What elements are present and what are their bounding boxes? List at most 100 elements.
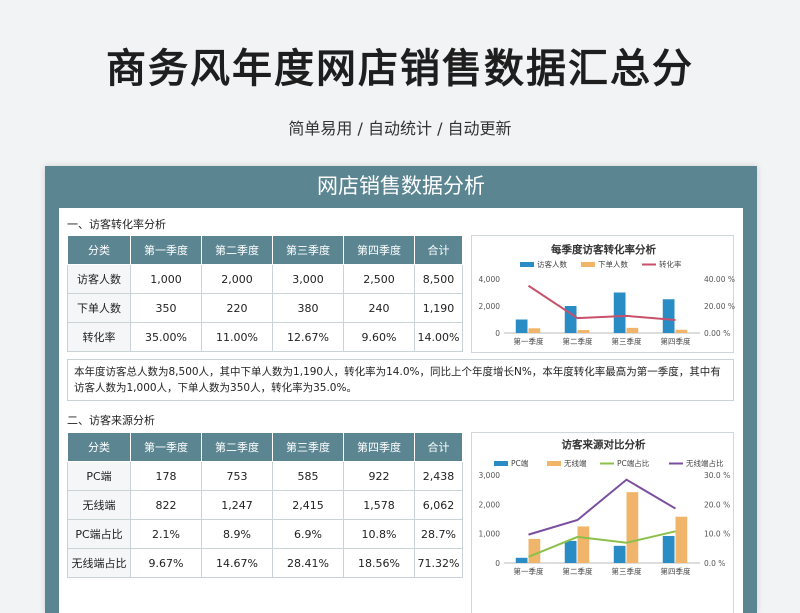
section2-title: 二、访客来源分析 [67, 414, 155, 427]
column-header: 合计 [414, 235, 463, 265]
table-cell: 71.32% [414, 548, 463, 578]
y-tick-label: 1,000 [479, 530, 501, 539]
row-label-cell: 无线端占比 [67, 548, 131, 578]
bar-无线端 [577, 526, 590, 563]
table-cell: 18.56% [343, 548, 415, 578]
x-tick-label: 第四季度 [661, 336, 691, 346]
bar-PC端 [515, 557, 528, 563]
table-cell: 35.00% [130, 322, 202, 352]
table-row: PC端 178 753 585 922 2,438 [67, 461, 463, 491]
table-header-row: 分类 第一季度 第二季度 第三季度 第四季度 合计 [67, 235, 463, 265]
table-row: 转化率 35.00% 11.00% 12.67% 9.60% 14.00% [67, 322, 463, 352]
y2-tick-label: 20.0 % [704, 500, 730, 509]
legend-label: 访客人数 [537, 259, 567, 269]
bar-无线端 [675, 516, 688, 563]
bar-下单人数 [528, 328, 541, 333]
bar-访客人数 [613, 292, 626, 333]
table-cell: 2,000 [201, 264, 273, 294]
table-cell: 1,578 [343, 490, 415, 520]
table-cell: 3,000 [272, 264, 344, 294]
legend-label: PC端占比 [617, 458, 650, 468]
table-cell: 14.67% [201, 548, 273, 578]
table-cell: 2.1% [130, 519, 202, 549]
column-header: 分类 [67, 432, 131, 462]
table-cell: 922 [343, 461, 415, 491]
page-subtitle: 简单易用 / 自动统计 / 自动更新 [288, 119, 512, 138]
x-tick-label: 第二季度 [563, 566, 593, 576]
conversion-chart: 每季度访客转化率分析 访客人数 下单人数 转化率 0 2,000 4,000 0.00 % 20… [471, 235, 735, 353]
table-cell: 1,247 [201, 490, 273, 520]
table-row: 下单人数 350 220 380 240 1,190 [67, 293, 463, 323]
table-cell: 2,500 [343, 264, 415, 294]
spreadsheet-card: 网店销售数据分析 一、访客转化率分析 分类 第一季度 第二季度 第三季度 第四季度 合计访… [45, 166, 757, 613]
legend-swatch [547, 461, 561, 466]
conversion-table: 分类 第一季度 第二季度 第三季度 第四季度 合计 访客人数 1,000 2,000 3,000 2… [67, 235, 463, 352]
table-cell: 350 [130, 293, 202, 323]
bar-访客人数 [662, 299, 675, 333]
legend-label: PC端 [511, 458, 529, 468]
y-tick-label: 4,000 [479, 275, 501, 284]
row-label-cell: 无线端 [67, 490, 131, 520]
bar-PC端 [564, 540, 577, 563]
bar-无线端 [626, 492, 639, 563]
table-row: 无线端 822 1,247 2,415 1,578 6,062 [67, 490, 463, 520]
legend-label: 无线端 [564, 458, 587, 468]
bar-PC端 [613, 545, 626, 563]
table-cell: 9.67% [130, 548, 202, 578]
table-row: PC端占比 2.1% 8.9% 6.9% 10.8% 28.7% [67, 519, 463, 549]
legend-label: 转化率 [659, 259, 682, 269]
table-row: 无线端占比 9.67% 14.67% 28.41% 18.56% 71.32% [67, 548, 463, 578]
section1-title: 一、访客转化率分析 [67, 218, 166, 231]
table-cell: 6.9% [272, 519, 344, 549]
column-header: 第二季度 [201, 432, 273, 462]
column-header: 第四季度 [343, 235, 415, 265]
table-cell: 240 [343, 293, 415, 323]
line-转化率 [527, 284, 676, 322]
legend-label: 下单人数 [598, 259, 628, 269]
table-cell: 822 [130, 490, 202, 520]
y-tick-label: 2,000 [479, 302, 501, 311]
table-header-row: 分类 第一季度 第二季度 第三季度 第四季度 合计 [67, 432, 463, 462]
column-header: 分类 [67, 235, 131, 265]
source-chart-svg: 访客来源对比分析 PC端 无线端 PC端占比 无线端占比 0 1,000 2,000 3,000… [479, 438, 731, 576]
table-cell: 220 [201, 293, 273, 323]
table-cell: 28.7% [414, 519, 463, 549]
legend-swatch [581, 262, 595, 267]
y-tick-label: 0 [495, 329, 500, 338]
x-tick-label: 第三季度 [612, 336, 642, 346]
column-header: 第一季度 [130, 235, 202, 265]
legend-label: 无线端占比 [686, 458, 724, 468]
x-tick-label: 第一季度 [514, 566, 544, 576]
table-cell: 10.8% [343, 519, 415, 549]
sheet-banner: 网店销售数据分析 [59, 166, 743, 208]
column-header: 第二季度 [201, 235, 273, 265]
y2-tick-label: 10.0 % [704, 530, 730, 539]
bar-PC端 [662, 535, 675, 563]
chart-title: 访客来源对比分析 [562, 438, 646, 451]
x-tick-label: 第四季度 [661, 566, 691, 576]
y2-tick-label: 0.00 % [704, 329, 730, 338]
y2-tick-label: 40.00 % [704, 275, 735, 284]
y2-tick-label: 0.0 % [704, 559, 725, 568]
table-cell: 9.60% [343, 322, 415, 352]
row-label-cell: PC端占比 [67, 519, 131, 549]
table-cell: 2,438 [414, 461, 463, 491]
table-cell: 6,062 [414, 490, 463, 520]
table-cell: 1,190 [414, 293, 463, 323]
y2-tick-label: 20.00 % [704, 302, 735, 311]
bar-无线端 [528, 538, 541, 563]
page-title: 商务风年度网店销售数据汇总分 [106, 46, 694, 92]
row-label-cell: 转化率 [67, 322, 131, 352]
table-row: 访客人数 1,000 2,000 3,000 2,500 8,500 [67, 264, 463, 294]
table-cell: 585 [272, 461, 344, 491]
table-cell: 8,500 [414, 264, 463, 294]
row-label-cell: PC端 [67, 461, 131, 491]
table-cell: 11.00% [201, 322, 273, 352]
table-cell: 1,000 [130, 264, 202, 294]
bar-访客人数 [515, 319, 528, 333]
table-cell: 12.67% [272, 322, 344, 352]
bar-下单人数 [675, 329, 688, 333]
line-PC端占比 [528, 530, 676, 558]
summary-text: 本年度访客总人数为8,500人，其中下单人数为1,190人，转化率为14.0%，… [67, 359, 734, 401]
